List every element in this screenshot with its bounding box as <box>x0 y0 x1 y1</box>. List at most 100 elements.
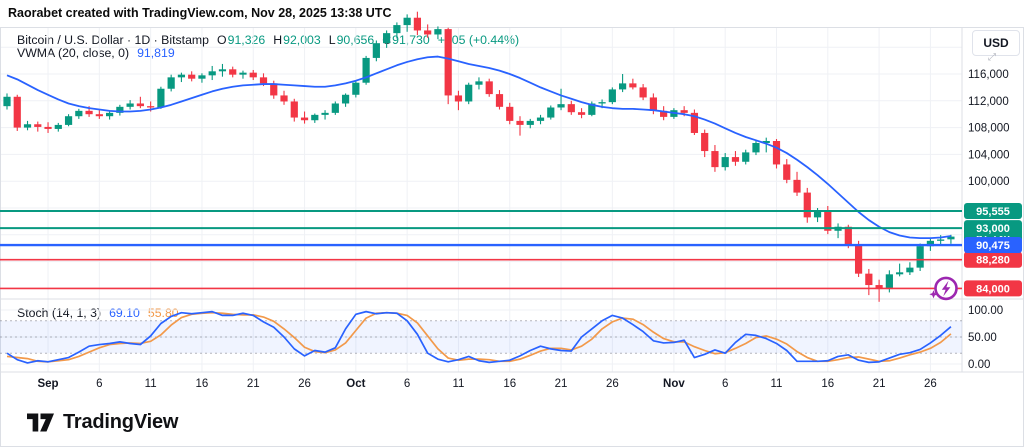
candle-body <box>444 29 452 96</box>
time-tick-label[interactable]: 11 <box>145 378 157 390</box>
candle-body <box>424 30 432 35</box>
candle-body <box>34 124 42 127</box>
candle-body <box>526 120 534 125</box>
candle-wick <box>601 99 603 109</box>
price-tick-label[interactable]: 116,000 <box>968 69 1009 81</box>
close-value: 91,730 <box>392 33 430 47</box>
vwma-value: 91,819 <box>137 46 175 60</box>
time-tick-label[interactable]: 16 <box>821 378 834 390</box>
time-axis[interactable]: Sep 6 11 16 21 26 Oct 6 11 16 21 26 Nov 6 11 16 21 26 <box>37 378 936 390</box>
stoch-tick-label[interactable]: 100.00 <box>968 305 1003 317</box>
candle-body <box>229 69 237 75</box>
candle-body <box>721 157 729 168</box>
candle-body <box>95 114 103 117</box>
time-tick-label[interactable]: 26 <box>924 378 937 390</box>
candle-body <box>475 81 483 85</box>
time-tick-label[interactable]: 11 <box>771 378 783 390</box>
candle-body <box>937 239 945 241</box>
candle-body <box>629 83 637 88</box>
alert-lightning-icon[interactable] <box>929 276 958 301</box>
candle-body <box>383 33 391 44</box>
candle-body <box>619 83 627 90</box>
candle-body <box>690 112 699 133</box>
attribution-text: Raorabet created with TradingView.com, N… <box>8 6 392 20</box>
candle-body <box>639 87 647 98</box>
time-tick-label[interactable]: 26 <box>298 378 311 390</box>
candle-body <box>136 103 144 107</box>
stochastic-pane[interactable] <box>0 310 962 364</box>
level-price-badge-bg <box>964 220 1022 237</box>
candle-body <box>403 17 411 26</box>
candle-body <box>865 273 873 286</box>
currency-button[interactable]: USD <box>972 30 1020 56</box>
ohlc-open: O 91,326 <box>217 33 265 47</box>
time-tick-label[interactable]: 21 <box>555 378 568 390</box>
candle-body <box>649 97 657 111</box>
candle-body <box>793 179 801 193</box>
symbol-title: Bitcoin / U.S. Dollar · 1D · Bitstamp <box>17 33 210 47</box>
stoch-k-line <box>6 310 952 364</box>
candle-body <box>85 110 93 115</box>
level-price-badge-text: 95,555 <box>976 206 1010 218</box>
tradingview-logo-mark-icon <box>27 413 54 432</box>
candle-body <box>485 81 493 95</box>
time-tick-label[interactable]: 26 <box>606 378 619 390</box>
candle-wick <box>139 96 141 109</box>
candle-body <box>218 69 227 72</box>
price-tick-label[interactable]: 100,000 <box>968 176 1010 188</box>
candle-body <box>916 246 924 268</box>
vwma-legend-row: VWMA (20, close, 0) 91,819 <box>17 46 175 60</box>
high-letter: H <box>273 33 283 47</box>
time-tick-label[interactable]: 6 <box>96 378 102 390</box>
level-price-badge-bg <box>964 202 1022 219</box>
candles-layer[interactable] <box>3 11 955 302</box>
time-tick-label[interactable]: 16 <box>503 378 516 390</box>
candle-wick <box>765 137 767 153</box>
candle-body <box>454 95 463 102</box>
time-tick-label[interactable]: Nov <box>663 378 685 390</box>
candle-body <box>495 94 504 107</box>
stoch-tick-label[interactable]: 50.00 <box>968 332 997 344</box>
time-tick-label[interactable]: 6 <box>404 378 410 390</box>
candle-wick <box>622 74 624 93</box>
price-axis[interactable]: 116,000 112,000 108,000 104,000 100,000 100.0… <box>968 69 1010 371</box>
time-tick-label[interactable]: 6 <box>722 378 728 390</box>
candle-body <box>844 226 852 245</box>
candle-body <box>106 112 114 117</box>
candle-body <box>341 94 350 104</box>
candle-body <box>198 75 206 79</box>
candle-body <box>608 89 616 103</box>
axis-resize-icon[interactable]: ⤢ <box>988 52 996 63</box>
price-tick-label[interactable]: 104,000 <box>968 149 1010 161</box>
candle-body <box>783 164 791 180</box>
price-levels-layer[interactable] <box>0 209 962 290</box>
candle-wick <box>899 263 901 277</box>
candle-body <box>536 117 545 121</box>
candle-body <box>926 240 934 247</box>
price-tick-label[interactable]: 108,000 <box>968 123 1010 135</box>
time-tick-label[interactable]: 11 <box>452 378 464 390</box>
time-tick-label[interactable]: Oct <box>346 378 365 390</box>
candle-body <box>588 103 596 115</box>
candle-body <box>362 57 370 83</box>
candle-body <box>762 141 770 144</box>
candle-body <box>75 110 83 117</box>
open-value: 91,326 <box>227 33 266 47</box>
time-tick-label[interactable]: 21 <box>873 378 886 390</box>
time-tick-label[interactable]: 21 <box>247 378 260 390</box>
candle-body <box>547 107 555 118</box>
level-price-badge-text: 84,000 <box>976 283 1010 295</box>
candle-body <box>23 124 32 128</box>
sparkle-icon <box>929 290 938 299</box>
candle-wick <box>303 111 306 124</box>
candle-body <box>270 83 278 96</box>
price-tick-label[interactable]: 112,000 <box>968 96 1009 108</box>
tradingview-logo[interactable]: TradingView <box>27 411 178 434</box>
time-tick-label[interactable]: 16 <box>196 378 209 390</box>
candle-body <box>147 106 155 108</box>
time-tick-label[interactable]: Sep <box>37 378 58 390</box>
candle-body <box>259 77 268 84</box>
stoch-tick-label[interactable]: 0.00 <box>968 359 990 371</box>
